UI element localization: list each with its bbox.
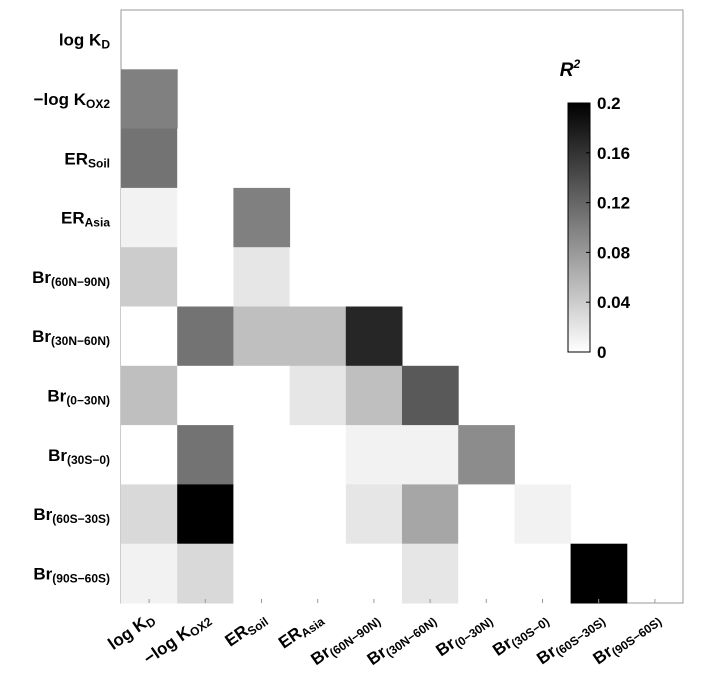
heatmap-cell (177, 306, 234, 367)
label-main: log K (59, 31, 102, 50)
label-sub: Asia (85, 216, 111, 230)
heatmap-cell (345, 543, 403, 604)
heatmap-cell (177, 543, 234, 604)
heatmap-cell (345, 365, 403, 426)
heatmap-cell (345, 484, 403, 545)
title-sup: 2 (573, 57, 581, 71)
label-sub: (90S−60S) (609, 614, 664, 659)
heatmap-cell (289, 543, 347, 604)
heatmap-cell (121, 425, 178, 485)
heatmap-cell (345, 306, 403, 367)
heatmap-cell (514, 484, 572, 545)
y-tick-label: log KD (59, 31, 111, 52)
label-main: ER (64, 149, 88, 168)
colorbar-tick-label: 0.04 (597, 293, 631, 312)
colorbar (567, 102, 591, 353)
label-sub: Soil (88, 156, 110, 170)
label-sub: (30N−60N) (51, 334, 110, 348)
label-sub: (60N−90N) (51, 275, 110, 289)
label-main: Br (47, 386, 66, 405)
heatmap-cell (402, 425, 459, 485)
y-tick-label: Br(30N−60N) (32, 327, 110, 348)
label-sub: Asia (298, 614, 327, 640)
label-sub: (0−30N) (66, 393, 110, 407)
heatmap-cell (289, 306, 347, 367)
heatmap-cell (289, 247, 347, 307)
heatmap-cell (233, 543, 291, 604)
colorbar-tick-label: 0.16 (597, 144, 630, 163)
heatmap-cell (402, 543, 459, 604)
heatmap-cell (177, 187, 234, 248)
heatmap-cell (177, 425, 234, 485)
heatmap-cell (121, 247, 178, 307)
title-main: R (560, 60, 574, 81)
heatmap-cell (121, 543, 178, 604)
colorbar-tick-label: 0.2 (597, 94, 621, 113)
heatmap-cell (514, 543, 572, 604)
heatmap-cell (233, 484, 291, 545)
y-tick-label: Br(90S−60S) (33, 564, 110, 585)
label-main: Br (48, 446, 67, 465)
heatmap-cell (121, 484, 178, 545)
y-tick-label: Br(0−30N) (47, 386, 110, 407)
heatmap-cell (177, 365, 234, 426)
y-tick-label: Br(60S−30S) (33, 505, 110, 526)
heatmap-cell (289, 484, 347, 545)
label-sub: OX2 (86, 97, 110, 111)
heatmap-cell (458, 484, 515, 545)
heatmap-cell (177, 247, 234, 307)
heatmap-cell (233, 187, 291, 248)
heatmap-cell (402, 365, 459, 426)
y-tick-label: ERAsia (61, 209, 110, 230)
y-tick-label: ERSoil (64, 149, 110, 170)
colorbar-title: R2 (560, 57, 581, 81)
heatmap-cell (233, 306, 291, 367)
label-sub: OX2 (187, 614, 215, 639)
heatmap-cell (289, 425, 347, 485)
heatmap-cell (458, 543, 515, 604)
heatmap-cell (233, 425, 291, 485)
heatmap-cell (570, 543, 628, 604)
label-sub: (90S−60S) (52, 571, 110, 585)
label-main: Br (33, 505, 52, 524)
label-sub: (30N−60N) (383, 614, 439, 659)
colorbar-tick-label: 0.12 (597, 194, 630, 213)
label-main: ER (61, 209, 85, 228)
heatmap-cell (177, 484, 234, 545)
heatmap-cell (345, 425, 403, 485)
heatmap-cell (233, 247, 291, 307)
label-sub: (60S−30S) (52, 512, 110, 526)
label-main: Br (32, 268, 51, 287)
heatmap-cell (121, 365, 178, 426)
x-tick-label: Br(0−30N) (432, 609, 495, 662)
y-tick-label: Br(30S−0) (48, 446, 110, 467)
label-main: Br (33, 564, 52, 583)
heatmap-cell (121, 187, 178, 248)
label-main: −log K (34, 90, 87, 109)
heatmap-cell (233, 365, 291, 426)
heatmap-cell (289, 365, 347, 426)
heatmap-cell (458, 425, 515, 485)
heatmap-cell (177, 128, 234, 189)
heatmap-cell (121, 69, 178, 130)
heatmap-cell (121, 128, 178, 189)
y-tick-label: −log KOX2 (34, 90, 111, 111)
colorbar-tick-label: 0 (597, 343, 606, 362)
label-sub: (30S−0) (67, 453, 110, 467)
x-tick-label: ERSoil (222, 609, 271, 652)
colorbar-tick-label: 0.08 (597, 243, 630, 262)
y-tick-label: Br(60N−90N) (32, 268, 110, 289)
heatmap-cell (402, 484, 459, 545)
heatmap-cell (121, 306, 178, 367)
label-main: Br (32, 327, 51, 346)
label-sub: D (101, 38, 110, 52)
